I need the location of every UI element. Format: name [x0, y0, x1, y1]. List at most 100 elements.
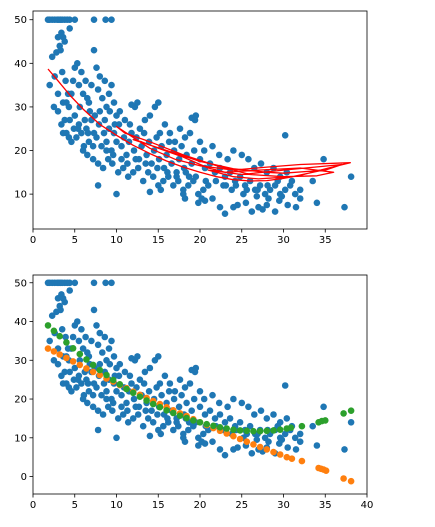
- data-point: [245, 155, 252, 163]
- data-point: [46, 337, 53, 345]
- data-point: [144, 169, 152, 176]
- data-point: [209, 438, 216, 446]
- data-point: [170, 395, 178, 403]
- data-point: [102, 279, 109, 287]
- data-point: [156, 403, 164, 411]
- data-point: [58, 326, 66, 333]
- data-point: [209, 195, 216, 202]
- data-point: [78, 326, 85, 333]
- bottom-scatter-plot: 0 5 10 15 20 25 30 35 40 0 10 20 30 40 50: [14, 274, 373, 511]
- y-tick-label: 50: [14, 15, 27, 26]
- data-point: [236, 435, 244, 443]
- data-point: [243, 427, 251, 435]
- scatter-series-2: [44, 322, 355, 435]
- data-point: [54, 360, 62, 368]
- data-point: [215, 399, 223, 407]
- data-point: [223, 425, 230, 432]
- data-point: [81, 116, 89, 124]
- data-point: [170, 182, 177, 189]
- data-point: [71, 16, 79, 24]
- data-point: [170, 426, 177, 434]
- data-point: [136, 393, 144, 401]
- data-point: [75, 81, 83, 89]
- data-point: [146, 432, 154, 440]
- data-point: [132, 403, 139, 411]
- data-point: [105, 125, 113, 132]
- data-point: [142, 407, 149, 415]
- data-point: [82, 77, 89, 85]
- x-tick-label: 35: [319, 235, 332, 246]
- data-point: [216, 446, 224, 453]
- data-point: [57, 306, 64, 314]
- data-point: [196, 419, 204, 426]
- data-point: [158, 391, 165, 399]
- data-point: [99, 411, 107, 418]
- data-point: [309, 422, 317, 430]
- data-point: [148, 407, 155, 415]
- data-point: [155, 353, 162, 360]
- data-point: [114, 415, 122, 422]
- data-point: [166, 129, 174, 137]
- data-point: [296, 430, 304, 438]
- data-point: [176, 125, 184, 132]
- data-point: [78, 68, 85, 76]
- data-point: [216, 203, 224, 211]
- y-tick-label: 0: [21, 472, 27, 483]
- data-point: [224, 155, 231, 163]
- data-point: [119, 164, 127, 172]
- data-point: [221, 210, 229, 217]
- data-point: [190, 147, 198, 154]
- data-point: [200, 395, 208, 403]
- data-point: [284, 201, 292, 209]
- data-point: [221, 451, 229, 459]
- data-point: [69, 333, 77, 341]
- data-point: [149, 400, 157, 408]
- data-point: [165, 138, 173, 146]
- data-point: [61, 38, 68, 45]
- data-point: [69, 345, 77, 352]
- data-point: [71, 364, 79, 372]
- data-point: [132, 155, 139, 163]
- data-point: [96, 73, 104, 80]
- data-point: [129, 389, 137, 397]
- data-point: [163, 407, 170, 414]
- data-point: [202, 177, 210, 185]
- data-point: [270, 411, 277, 418]
- data-point: [89, 155, 97, 163]
- data-point: [108, 279, 115, 287]
- data-point: [98, 142, 105, 150]
- data-point: [185, 426, 192, 434]
- data-point: [48, 312, 56, 320]
- data-point: [196, 403, 204, 411]
- data-point: [347, 477, 355, 485]
- data-point: [79, 395, 87, 403]
- data-point: [94, 160, 102, 167]
- x-tick-label: 5: [72, 500, 78, 511]
- data-point: [200, 186, 207, 194]
- data-point: [238, 399, 246, 407]
- data-point: [136, 376, 144, 384]
- data-point: [154, 164, 161, 172]
- data-point: [128, 380, 135, 387]
- data-point: [278, 436, 286, 444]
- data-point: [263, 201, 271, 209]
- data-point: [90, 46, 98, 54]
- data-point: [347, 419, 355, 426]
- data-point: [263, 415, 271, 422]
- data-point: [313, 199, 321, 207]
- y-tick-label: 10: [14, 433, 27, 444]
- data-point: [164, 415, 171, 422]
- y-tick-label: 40: [14, 59, 27, 70]
- x-tick-label: 10: [110, 500, 123, 511]
- data-point: [288, 455, 296, 463]
- data-point: [281, 186, 289, 194]
- data-point: [296, 186, 304, 194]
- data-point: [89, 391, 97, 399]
- data-point: [230, 147, 237, 154]
- data-point: [63, 339, 70, 346]
- data-point: [238, 151, 246, 159]
- data-point: [124, 419, 132, 426]
- data-point: [230, 395, 237, 403]
- data-point: [100, 129, 108, 137]
- data-point: [59, 99, 67, 106]
